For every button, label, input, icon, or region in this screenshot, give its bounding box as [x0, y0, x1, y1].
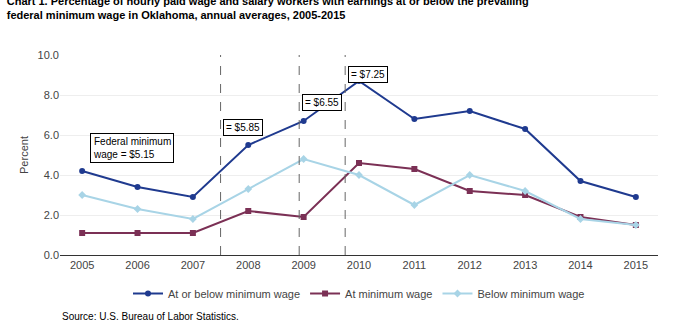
svg-text:Chart 1. Percentage of hourly: Chart 1. Percentage of hourly paid wage …	[7, 0, 529, 21]
svg-text:8.0: 8.0	[44, 89, 59, 101]
svg-text:0.0: 0.0	[44, 249, 59, 261]
svg-text:2006: 2006	[125, 259, 149, 271]
svg-text:4.0: 4.0	[44, 169, 59, 181]
svg-text:At minimum wage: At minimum wage	[345, 288, 432, 300]
svg-text:2009: 2009	[291, 259, 315, 271]
svg-text:2013: 2013	[513, 259, 537, 271]
svg-text:At or below minimum wage: At or below minimum wage	[168, 288, 300, 300]
svg-text:2008: 2008	[236, 259, 260, 271]
svg-text:= $7.25: = $7.25	[351, 69, 385, 80]
svg-text:2010: 2010	[347, 259, 371, 271]
svg-text:2012: 2012	[457, 259, 481, 271]
svg-text:2007: 2007	[181, 259, 205, 271]
svg-text:2005: 2005	[70, 259, 94, 271]
svg-text:2011: 2011	[403, 259, 427, 271]
svg-text:Source: U.S. Bureau of Labor S: Source: U.S. Bureau of Labor Statistics.	[62, 311, 239, 322]
svg-text:2.0: 2.0	[44, 209, 59, 221]
svg-text:Below minimum wage: Below minimum wage	[477, 288, 584, 300]
svg-text:2014: 2014	[568, 259, 592, 271]
svg-text:6.0: 6.0	[44, 129, 59, 141]
svg-text:2015: 2015	[624, 259, 648, 271]
svg-text:Percent: Percent	[18, 136, 30, 174]
svg-text:10.0: 10.0	[38, 49, 59, 61]
svg-text:Federal minimumwage = $5.15: Federal minimumwage = $5.15	[93, 136, 171, 160]
svg-text:= $6.55: = $6.55	[305, 97, 339, 108]
svg-text:= $5.85: = $5.85	[226, 122, 260, 133]
